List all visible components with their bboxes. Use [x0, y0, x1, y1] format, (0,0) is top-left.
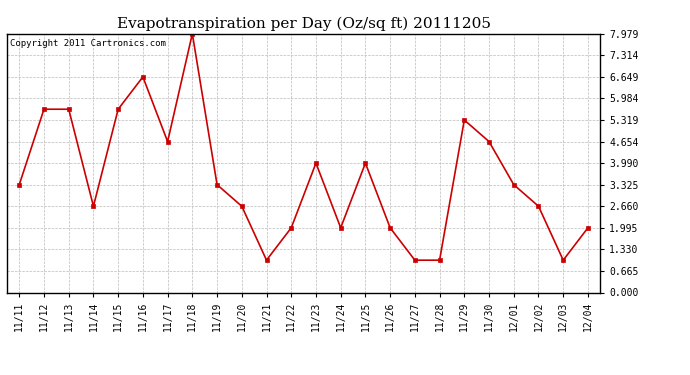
Text: Copyright 2011 Cartronics.com: Copyright 2011 Cartronics.com: [10, 39, 166, 48]
Title: Evapotranspiration per Day (Oz/sq ft) 20111205: Evapotranspiration per Day (Oz/sq ft) 20…: [117, 17, 491, 31]
